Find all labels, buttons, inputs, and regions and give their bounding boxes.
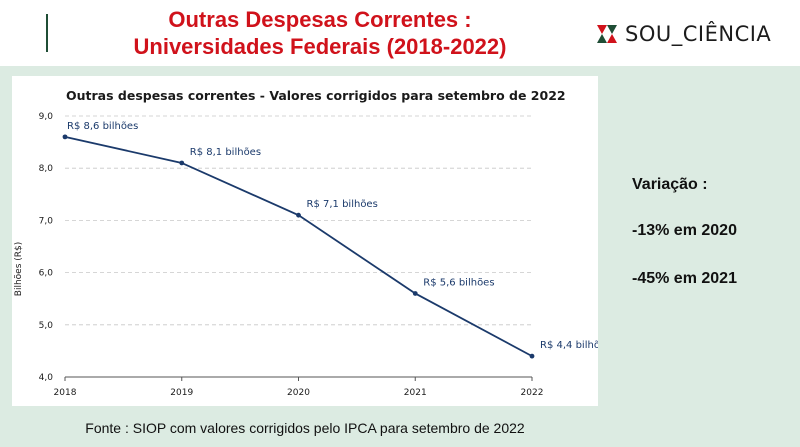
slide-title: Outras Despesas Correntes : Universidade… <box>60 6 580 60</box>
logo: SOU_CIÊNCIA <box>595 20 771 48</box>
data-label: R$ 8,1 bilhões <box>190 147 261 158</box>
variation-title: Variação : <box>632 176 708 193</box>
data-point <box>179 160 185 166</box>
sou-ciencia-logo-icon <box>597 25 617 43</box>
y-axis-label: Bilhões (R$) <box>14 242 24 296</box>
data-label: R$ 5,6 bilhões <box>423 277 494 288</box>
x-tick-label: 2021 <box>404 388 427 398</box>
series-line <box>64 136 533 357</box>
y-tick-label: 7,0 <box>39 216 54 226</box>
variation-item-2021: -45% em 2021 <box>632 270 737 287</box>
data-label: R$ 4,4 bilhõe <box>540 340 598 351</box>
logo-text: SOU_CIÊNCIA <box>625 22 772 46</box>
series-layer <box>62 134 535 359</box>
data-label-layer: R$ 8,6 bilhões R$ 8,1 bilhões R$ 7,1 bilhõ… <box>67 121 606 351</box>
slide-header: Outras Despesas Correntes : Universidade… <box>0 0 800 66</box>
grid-layer <box>65 115 532 326</box>
x-tick-label: 2019 <box>170 388 193 398</box>
title-line-1: Outras Despesas Correntes : <box>168 7 472 32</box>
y-tick-label: 4,0 <box>39 373 54 383</box>
y-tick-label: 6,0 <box>39 269 54 279</box>
x-tick-label: 2020 <box>287 388 310 398</box>
y-tick-label: 8,0 <box>39 164 54 174</box>
line-chart: Outras despesas correntes - Valores corr… <box>14 88 606 398</box>
chart-card: Outras despesas correntes - Valores corr… <box>12 76 606 406</box>
axis-layer: 4,0 5,0 6,0 7,0 8,0 9,0 2018 2019 2020 2021 2022 <box>39 112 544 398</box>
y-tick-label: 9,0 <box>39 112 54 122</box>
data-label: R$ 8,6 bilhões <box>67 121 138 132</box>
y-tick-label: 5,0 <box>39 321 54 331</box>
data-point <box>412 291 418 296</box>
source-note: Fonte : SIOP com valores corrigidos pelo… <box>85 420 525 436</box>
x-tick-label: 2022 <box>521 388 544 398</box>
header-accent-bar <box>46 14 48 52</box>
data-label: R$ 7,1 bilhões <box>307 199 378 210</box>
data-point <box>62 134 68 140</box>
title-line-2: Universidades Federais (2018-2022) <box>133 34 507 59</box>
data-point <box>529 353 535 359</box>
variation-item-2020: -13% em 2020 <box>632 222 737 239</box>
x-tick-label: 2018 <box>54 388 77 398</box>
chart-title: Outras despesas correntes - Valores corr… <box>66 88 566 103</box>
data-point <box>296 212 301 218</box>
